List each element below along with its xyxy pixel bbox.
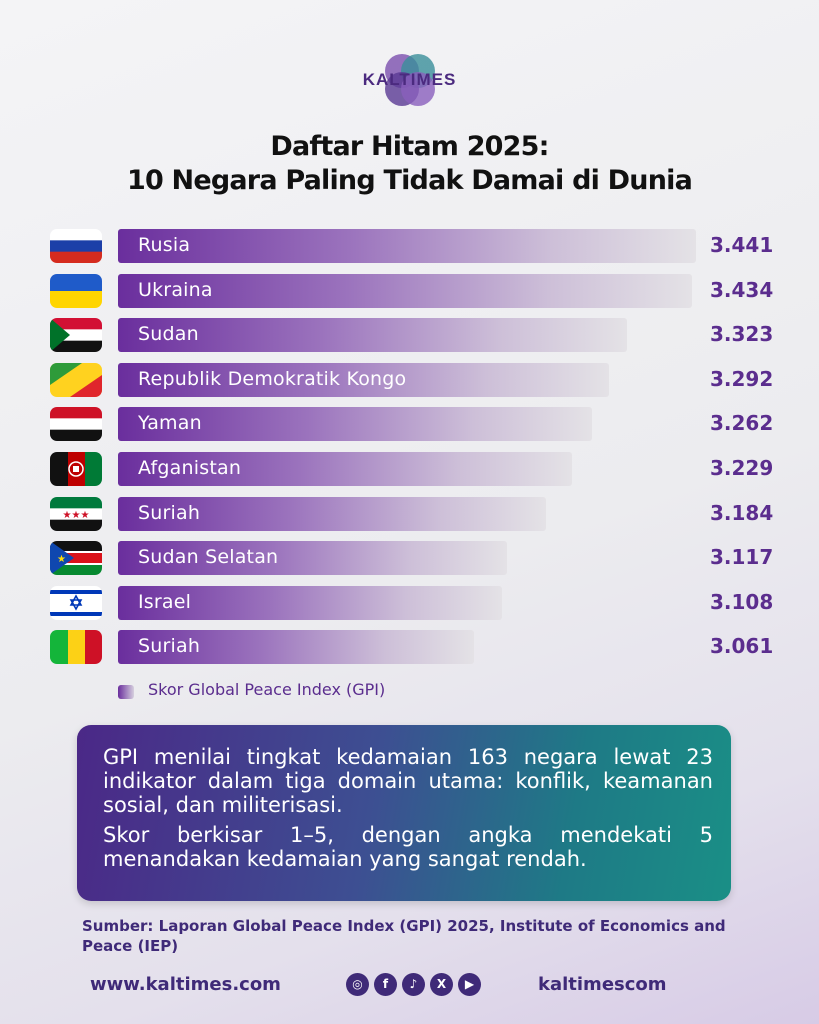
bar — [118, 585, 502, 620]
footer-website-link[interactable]: www.kaltimes.com — [90, 974, 281, 995]
bar-row: ★★★ Suriah 3.184 — [0, 496, 819, 533]
svg-text:★: ★ — [57, 554, 66, 565]
bar-row: Israel 3.108 — [0, 585, 819, 622]
bar-value-label: 3.434 — [710, 277, 774, 302]
x-icon[interactable]: X — [430, 973, 453, 996]
bar-row: Sudan 3.323 — [0, 318, 819, 354]
yemen-flag-icon — [50, 407, 102, 442]
svg-text:★★★: ★★★ — [63, 510, 90, 521]
bar-row: Suriah 3.061 — [0, 630, 819, 666]
bar-category-label: Israel — [138, 590, 192, 613]
bar-value-label: 3.108 — [710, 589, 774, 614]
bar-category-label: Afganistan — [138, 457, 242, 479]
kaltimes-logo: KALTIMES — [0, 50, 819, 110]
title-line-1: Daftar Hitam 2025: — [270, 131, 549, 162]
bar — [118, 273, 692, 308]
ukraine-flag-icon — [50, 273, 102, 308]
bar-row: Afganistan 3.229 — [0, 452, 819, 488]
bar-row: Republik Demokratik Kongo 3.292 — [0, 362, 819, 399]
footer-social-handle[interactable]: kaltimescom — [538, 974, 667, 995]
syria-flag-icon: ★★★ — [50, 496, 102, 531]
youtube-icon[interactable]: ▶ — [458, 973, 481, 996]
bar-row: Rusia 3.441 — [0, 229, 819, 265]
russia-flag-icon — [50, 229, 102, 263]
bar-category-label: Republik Demokratik Kongo — [138, 367, 407, 390]
bar-category-label: Suriah — [138, 501, 201, 524]
info-paragraph-1: GPI menilai tingkat kedamaian 163 negara… — [103, 745, 713, 817]
bar-row: ★ Sudan Selatan 3.117 — [0, 541, 819, 577]
bar-value-label: 3.292 — [710, 366, 774, 391]
south-sudan-flag-icon: ★ — [50, 541, 102, 576]
bar — [118, 407, 592, 442]
bar-value-label: 3.262 — [710, 411, 774, 436]
bar-value-label: 3.184 — [710, 500, 774, 525]
bar-category-label: Suriah — [138, 635, 201, 658]
bar-category-label: Ukraina — [138, 278, 213, 301]
legend-swatch — [118, 685, 134, 699]
dr-congo-flag-icon — [50, 362, 102, 397]
israel-flag-icon — [50, 585, 102, 620]
bar — [118, 452, 572, 486]
info-paragraph-2: Skor berkisar 1–5, dengan angka mendekat… — [103, 823, 713, 871]
bar — [118, 229, 696, 263]
bar-category-label: Yaman — [138, 412, 202, 435]
logo-text: KALTIMES — [362, 70, 457, 89]
tiktok-icon[interactable]: ♪ — [402, 973, 425, 996]
bar — [118, 362, 609, 397]
bar-value-label: 3.323 — [710, 322, 774, 347]
bar — [118, 496, 546, 531]
title-line-2: 10 Negara Paling Tidak Damai di Dunia — [126, 165, 693, 196]
source-note: Sumber: Laporan Global Peace Index (GPI)… — [82, 917, 726, 955]
afghanistan-flag-icon — [50, 452, 102, 486]
sudan-flag-icon — [50, 318, 102, 353]
bar — [118, 318, 627, 353]
bar-row: Ukraina 3.434 — [0, 273, 819, 310]
bar-value-label: 3.061 — [710, 634, 774, 659]
info-box: GPI menilai tingkat kedamaian 163 negara… — [77, 725, 731, 901]
mali-flag-icon — [50, 630, 102, 665]
instagram-icon[interactable]: ◎ — [346, 973, 369, 996]
facebook-icon[interactable]: f — [374, 973, 397, 996]
logo-circles-icon — [379, 50, 441, 110]
bar-category-label: Sudan Selatan — [138, 546, 279, 569]
bar-value-label: 3.229 — [710, 456, 774, 480]
bar-category-label: Sudan — [138, 323, 199, 346]
bar-value-label: 3.117 — [710, 545, 774, 570]
bar-row: Yaman 3.262 — [0, 407, 819, 443]
legend-label: Skor Global Peace Index (GPI) — [148, 680, 386, 699]
bar — [118, 630, 474, 665]
bar-category-label: Rusia — [138, 234, 191, 256]
chart-title: Daftar Hitam 2025: 10 Negara Paling Tida… — [0, 130, 819, 198]
bar — [118, 541, 507, 576]
bar-value-label: 3.441 — [710, 233, 774, 257]
